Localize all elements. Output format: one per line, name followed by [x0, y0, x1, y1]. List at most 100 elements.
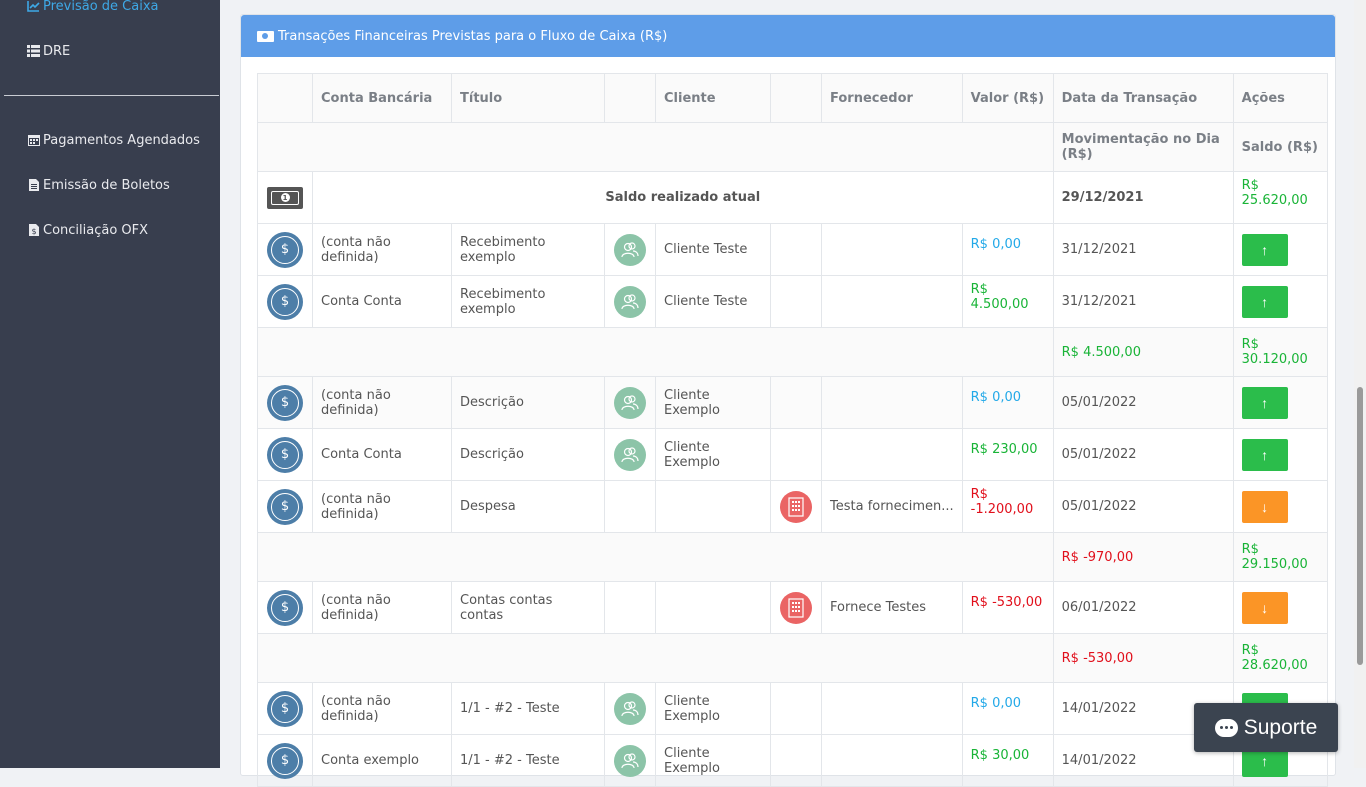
subtotal-mov: R$ 4.500,00: [1052, 327, 1234, 377]
sidebar: Previsão de Caixa DRE Pagamentos Agendad…: [0, 0, 220, 768]
subtotal-mov: R$ -530,00: [1052, 633, 1234, 683]
row-cliente[interactable]: Cliente Exemplo: [655, 376, 771, 429]
receive-up-button[interactable]: ↑: [1241, 285, 1288, 318]
scrollbar-thumb[interactable]: [1357, 387, 1363, 665]
col-fornecedor-header[interactable]: Fornecedor: [821, 73, 963, 123]
list-icon: [27, 45, 40, 58]
sidebar-item-label: DRE: [43, 43, 71, 59]
sidebar-item-emissao-boletos[interactable]: Emissão de Boletos: [27, 174, 170, 196]
dollar-circle-icon: $: [267, 283, 303, 320]
supplier-building-icon: [780, 490, 812, 523]
row-valor: R$ 0,00: [970, 390, 1022, 405]
row-valor: R$ 30,00: [970, 748, 1030, 763]
receive-up-button[interactable]: ↑: [1241, 233, 1288, 266]
client-icon: [614, 233, 646, 266]
subtotal-saldo: R$ 29.150,00: [1232, 532, 1328, 582]
col-saldo-header: Saldo (R$): [1232, 122, 1328, 172]
row-conta: (conta não definida): [312, 376, 452, 429]
dollar-circle-icon: $: [267, 589, 303, 626]
row-conta: Conta exemplo: [312, 734, 452, 787]
subtotal-saldo: R$ 30.120,00: [1232, 327, 1328, 377]
sidebar-item-label: Conciliação OFX: [43, 222, 149, 238]
receive-up-button[interactable]: ↑: [1241, 438, 1288, 471]
pay-down-button[interactable]: ↓: [1241, 490, 1288, 523]
money-icon: [257, 30, 274, 42]
file-dollar-icon: $: [27, 224, 40, 237]
row-cliente[interactable]: Cliente Teste: [655, 223, 771, 276]
sidebar-item-conciliacao-ofx[interactable]: $ Conciliação OFX: [27, 219, 148, 241]
client-icon: [614, 692, 646, 725]
page-scrollbar[interactable]: [1354, 0, 1366, 768]
receive-up-button[interactable]: ↑: [1241, 386, 1288, 419]
row-valor: R$ 0,00: [970, 237, 1022, 252]
col-mov-header: Movimentação no Dia (R$): [1052, 122, 1234, 172]
row-data: 05/01/2022: [1052, 428, 1234, 481]
row-conta: (conta não definida): [312, 581, 452, 634]
subtotal-row: R$ -530,00 R$ 28.620,00: [257, 633, 1328, 683]
row-data: 06/01/2022: [1052, 581, 1234, 634]
supplier-building-icon: [780, 591, 812, 624]
dollar-circle-icon: $: [267, 384, 303, 421]
dollar-circle-icon: $: [267, 436, 303, 473]
row-titulo: Recebimento exemplo: [451, 223, 605, 276]
row-conta: (conta não definida): [312, 682, 452, 735]
table-row: $ (conta não definida) Descrição Cliente…: [257, 376, 1328, 429]
row-data: 31/12/2021: [1052, 223, 1234, 276]
col-conta-header[interactable]: Conta Bancária: [312, 73, 452, 123]
sidebar-item-dre[interactable]: DRE: [27, 40, 70, 62]
row-fornecedor[interactable]: Fornece Testes: [821, 581, 963, 634]
client-icon: [614, 285, 646, 318]
col-data-header[interactable]: Data da Transação: [1052, 73, 1234, 123]
transactions-table: Conta Bancária Título Cliente Fornecedor…: [257, 73, 1328, 787]
col-valor-header[interactable]: Valor (R$): [961, 73, 1054, 123]
row-fornecedor: [821, 376, 963, 429]
row-fornecedor: [821, 223, 963, 276]
sidebar-item-previsao-caixa[interactable]: Previsão de Caixa: [27, 0, 159, 17]
row-cliente[interactable]: Cliente Teste: [655, 275, 771, 328]
current-balance-row: 1 Saldo realizado atual 29/12/2021 R$ 25…: [257, 171, 1328, 224]
support-button[interactable]: Suporte: [1194, 703, 1338, 752]
dollar-circle-icon: $: [267, 231, 303, 268]
dollar-circle-icon: $: [267, 742, 303, 779]
row-conta: Conta Conta: [312, 428, 452, 481]
row-data: 05/01/2022: [1052, 376, 1234, 429]
client-icon: [614, 744, 646, 777]
dollar-circle-icon: $: [267, 690, 303, 727]
calendar-icon: [27, 134, 40, 147]
sidebar-item-label: Emissão de Boletos: [43, 177, 170, 193]
row-conta: (conta não definida): [312, 480, 452, 533]
row-cliente: [655, 480, 771, 533]
panel-title: Transações Financeiras Previstas para o …: [278, 28, 668, 44]
col-cliente-header[interactable]: Cliente: [655, 73, 771, 123]
col-acoes-header: Ações: [1232, 73, 1328, 123]
row-cliente[interactable]: Cliente Exemplo: [655, 734, 771, 787]
row-titulo: Recebimento exemplo: [451, 275, 605, 328]
row-valor: R$ 230,00: [970, 442, 1038, 457]
sidebar-item-pagamentos-agendados[interactable]: Pagamentos Agendados: [27, 129, 200, 151]
row-titulo: 1/1 - #2 - Teste: [451, 682, 605, 735]
row-cliente: [655, 581, 771, 634]
row-conta: Conta Conta: [312, 275, 452, 328]
row-cliente[interactable]: Cliente Exemplo: [655, 682, 771, 735]
row-valor: R$ -1.200,00: [970, 486, 1034, 517]
row-valor: R$ 4.500,00: [970, 281, 1029, 312]
table-row: $ Conta Conta Recebimento exemplo Client…: [257, 275, 1328, 328]
subtotal-row: R$ 4.500,00 R$ 30.120,00: [257, 327, 1328, 377]
row-titulo: Descrição: [451, 428, 605, 481]
row-cliente[interactable]: Cliente Exemplo: [655, 428, 771, 481]
current-balance-label: Saldo realizado atual: [312, 171, 1054, 224]
svg-text:$: $: [31, 227, 36, 236]
client-icon: [614, 438, 646, 471]
document-icon: [27, 179, 40, 192]
row-titulo: Descrição: [451, 376, 605, 429]
subtotal-saldo: R$ 28.620,00: [1232, 633, 1328, 683]
row-fornecedor[interactable]: Testa fornecimen...: [821, 480, 963, 533]
pay-down-button[interactable]: ↓: [1241, 591, 1288, 624]
row-titulo: Contas contas contas: [451, 581, 605, 634]
table-row: $ (conta não definida) Despesa Testa for…: [257, 480, 1328, 533]
col-icon-header: [257, 73, 313, 123]
sidebar-item-label: Pagamentos Agendados: [43, 132, 200, 148]
col-titulo-header[interactable]: Título: [451, 73, 605, 123]
row-titulo: 1/1 - #2 - Teste: [451, 734, 605, 787]
header-row-2: Movimentação no Dia (R$) Saldo (R$): [257, 122, 1328, 172]
